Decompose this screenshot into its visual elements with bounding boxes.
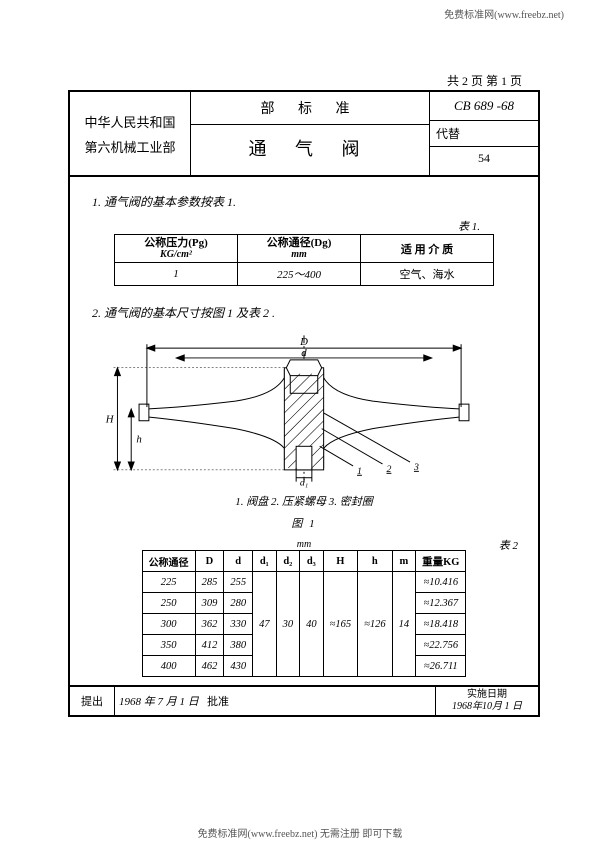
t1-h1b: KG/cm² <box>121 249 231 260</box>
t2-cell-2-2: 330 <box>224 614 253 635</box>
t2-cell-0-5: 40 <box>300 572 324 677</box>
table-1-label: 表 1. <box>88 218 520 234</box>
t2-col-1: D <box>195 551 224 572</box>
t2-cell-0-0: 225 <box>142 572 195 593</box>
t2-cell-0-8: 14 <box>392 572 416 677</box>
callout-3: 3 <box>413 462 419 473</box>
t2-col-3: d₁ <box>253 551 277 572</box>
title-block: 中华人民共和国 第六机械工业部 部 标 准 通 气 阀 CB 689 -68 代… <box>70 92 538 177</box>
section-1-title: 1. 通气阀的基本参数按表 1. <box>92 193 520 210</box>
table-1: 公称压力(Pg)KG/cm² 公称通径(Dg)mm 适 用 介 质 1 225～… <box>114 234 494 286</box>
supersedes-value: 54 <box>430 147 538 170</box>
t2-cell-1-0: 250 <box>142 593 195 614</box>
footer-effective-label: 实施日期 <box>438 689 536 701</box>
t1-h2b: mm <box>244 249 354 260</box>
t2-cell-2-9: ≈18.418 <box>416 614 466 635</box>
t1-h1a: 公称压力(Pg) <box>121 237 231 249</box>
t2-cell-0-2: 255 <box>224 572 253 593</box>
t2-cell-2-0: 300 <box>142 614 195 635</box>
dim-d: d <box>301 347 307 359</box>
standard-code: CB 689 -68 <box>430 92 538 121</box>
issuer-line2: 第六机械工业部 <box>72 137 188 156</box>
t2-cell-3-2: 380 <box>224 635 253 656</box>
footer-date-text: 1968 年 7 月 1 日 <box>119 696 199 708</box>
t2-col-4: d₂ <box>276 551 300 572</box>
figure-1: D d H h d₁ 1 2 3 <box>88 329 520 489</box>
table-2-label: 表 2 <box>499 537 518 553</box>
t2-cell-0-7: ≈126 <box>358 572 393 677</box>
t2-cell-4-1: 462 <box>195 656 224 677</box>
page-number: 共 2 页 第 1 页 <box>447 72 522 89</box>
t2-col-9: 重量KG <box>416 551 466 572</box>
supersedes-label: 代替 <box>430 121 538 147</box>
dim-H: H <box>105 414 115 426</box>
watermark-bottom: 免费标准网(www.freebz.net) 无需注册 即可下载 <box>198 825 403 840</box>
table-2-block: mm 表 2 公称通径Ddd₁d₂d₃Hhm重量KG22528525547304… <box>88 539 520 677</box>
callout-2: 2 <box>386 464 391 475</box>
t2-col-0: 公称通径 <box>142 551 195 572</box>
sheet-body: 1. 通气阀的基本参数按表 1. 表 1. 公称压力(Pg)KG/cm² 公称通… <box>70 177 538 685</box>
standard-title: 通 气 阀 <box>191 125 429 175</box>
t1-r1: 1 <box>115 263 238 286</box>
valve-drawing: D d H h d₁ 1 2 3 <box>88 329 520 489</box>
t2-cell-0-9: ≈10.416 <box>416 572 466 593</box>
dim-d1: d₁ <box>300 478 308 489</box>
t2-cell-4-9: ≈26.711 <box>416 656 466 677</box>
t2-cell-2-1: 362 <box>195 614 224 635</box>
t1-r2: 225～400 <box>238 263 361 286</box>
dim-h: h <box>136 433 141 445</box>
t2-cell-4-2: 430 <box>224 656 253 677</box>
t2-col-8: m <box>392 551 416 572</box>
t2-col-6: H <box>323 551 358 572</box>
t2-col-5: d₃ <box>300 551 324 572</box>
issuer-block: 中华人民共和国 第六机械工业部 <box>70 92 191 175</box>
t2-cell-1-2: 280 <box>224 593 253 614</box>
watermark-top: 免费标准网(www.freebz.net) <box>444 6 564 21</box>
footer-block: 提出 1968 年 7 月 1 日 批准 实施日期 1968年10月 1 日 <box>70 685 538 715</box>
standard-sheet: 中华人民共和国 第六机械工业部 部 标 准 通 气 阀 CB 689 -68 代… <box>68 90 540 717</box>
t2-cell-3-1: 412 <box>195 635 224 656</box>
t2-cell-3-9: ≈22.756 <box>416 635 466 656</box>
footer-effective-date: 1968年10月 1 日 <box>438 701 536 713</box>
footer-approved: 批准 <box>207 696 229 708</box>
t2-cell-1-9: ≈12.367 <box>416 593 466 614</box>
callout-1: 1 <box>357 466 362 477</box>
figure-caption: 图 1 <box>88 515 520 531</box>
t2-cell-0-6: ≈165 <box>323 572 358 677</box>
t2-cell-0-3: 47 <box>253 572 277 677</box>
t2-cell-4-0: 400 <box>142 656 195 677</box>
code-block: CB 689 -68 代替 54 <box>430 92 538 175</box>
t1-h3: 适 用 介 质 <box>361 235 494 263</box>
t2-cell-3-0: 350 <box>142 635 195 656</box>
t1-r3: 空气、海水 <box>361 263 494 286</box>
t2-col-2: d <box>224 551 253 572</box>
table-2: 公称通径Ddd₁d₂d₃Hhm重量KG225285255473040≈165≈1… <box>142 550 467 677</box>
section-2-title: 2. 通气阀的基本尺寸按图 1 及表 2 . <box>92 304 520 321</box>
t2-col-7: h <box>358 551 393 572</box>
t2-cell-0-4: 30 <box>276 572 300 677</box>
issuer-line1: 中华人民共和国 <box>72 112 188 131</box>
t2-cell-1-1: 309 <box>195 593 224 614</box>
standard-category: 部 标 准 <box>191 92 429 125</box>
t1-h2a: 公称通径(Dg) <box>244 237 354 249</box>
table-2-unit: mm <box>88 539 520 550</box>
figure-legend: 1. 阀盘 2. 压紧螺母 3. 密封圈 <box>88 493 520 509</box>
footer-date: 1968 年 7 月 1 日 批准 <box>115 687 436 715</box>
footer-effective: 实施日期 1968年10月 1 日 <box>436 687 538 715</box>
footer-proposed-label: 提出 <box>70 687 115 715</box>
title-center: 部 标 准 通 气 阀 <box>191 92 430 175</box>
t2-cell-0-1: 285 <box>195 572 224 593</box>
